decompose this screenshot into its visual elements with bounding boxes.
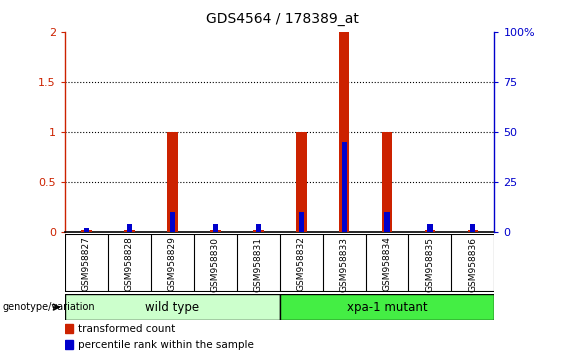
Bar <box>124 230 134 232</box>
Bar <box>338 32 349 232</box>
Text: GDS4564 / 178389_at: GDS4564 / 178389_at <box>206 12 359 27</box>
Bar <box>167 132 177 232</box>
Text: GSM958835: GSM958835 <box>425 236 434 292</box>
Text: GSM958834: GSM958834 <box>383 236 392 291</box>
Text: GSM958836: GSM958836 <box>468 236 477 292</box>
Text: GSM958833: GSM958833 <box>340 236 349 292</box>
Text: wild type: wild type <box>145 301 199 314</box>
Bar <box>253 230 263 232</box>
Text: GSM958830: GSM958830 <box>211 236 220 292</box>
Bar <box>427 224 433 232</box>
Bar <box>210 230 220 232</box>
Bar <box>425 230 435 232</box>
Bar <box>280 294 494 320</box>
Bar <box>212 224 218 232</box>
Bar <box>170 212 175 232</box>
Text: xpa-1 mutant: xpa-1 mutant <box>347 301 427 314</box>
Bar <box>65 340 73 349</box>
Text: GSM958829: GSM958829 <box>168 236 177 291</box>
Bar <box>341 142 347 232</box>
Text: GSM958832: GSM958832 <box>297 236 306 291</box>
Text: GSM958828: GSM958828 <box>125 236 134 291</box>
Bar <box>296 132 306 232</box>
Bar <box>84 228 89 232</box>
Bar <box>470 224 476 232</box>
Text: GSM958827: GSM958827 <box>82 236 91 291</box>
Bar <box>65 324 73 333</box>
Text: GSM958831: GSM958831 <box>254 236 263 292</box>
Bar <box>382 132 392 232</box>
Bar <box>467 230 478 232</box>
Bar <box>298 212 304 232</box>
Text: transformed count: transformed count <box>78 324 175 334</box>
Bar <box>65 294 280 320</box>
Bar <box>255 224 261 232</box>
Bar <box>384 212 390 232</box>
Bar <box>81 230 92 232</box>
Bar <box>127 224 132 232</box>
Text: genotype/variation: genotype/variation <box>3 302 95 312</box>
Text: percentile rank within the sample: percentile rank within the sample <box>78 340 254 350</box>
